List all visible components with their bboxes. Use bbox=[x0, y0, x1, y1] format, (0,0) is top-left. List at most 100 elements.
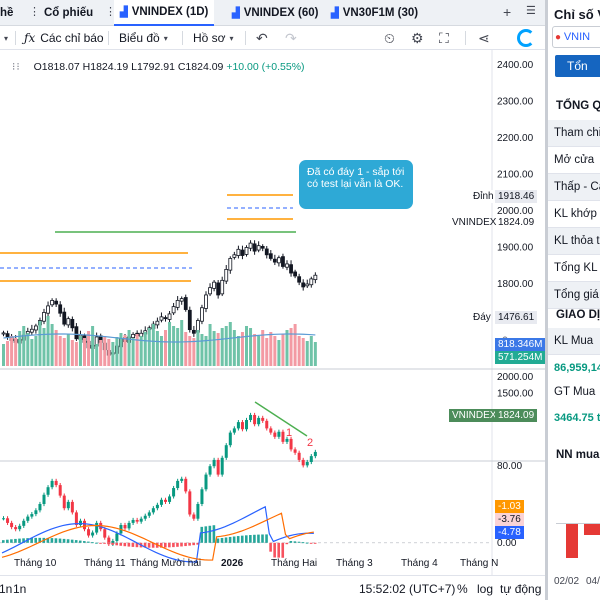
volume-bar bbox=[95, 344, 99, 366]
volume-bar bbox=[78, 336, 82, 366]
divider bbox=[245, 31, 246, 45]
candle-body bbox=[281, 256, 285, 267]
macd-histogram-bar bbox=[127, 542, 131, 547]
candle-body bbox=[260, 246, 265, 249]
index-line-pane bbox=[2, 412, 317, 546]
macd-histogram-bar bbox=[297, 541, 301, 543]
tab-vnindex-60[interactable]: ▟ VNINDEX (60) bbox=[226, 0, 324, 26]
toolbar-caret[interactable]: ▾ bbox=[0, 29, 8, 47]
chart-canvas[interactable]: 2400.00 2300.00 2200.00 2100.00 2000.00 1900.… bbox=[0, 50, 545, 575]
volume-bar bbox=[257, 336, 261, 366]
pane2-body bbox=[184, 478, 188, 492]
add-tab-icon[interactable]: + bbox=[503, 4, 512, 20]
redo-icon[interactable]: ↷ bbox=[285, 30, 297, 46]
macd-histogram-bar bbox=[301, 542, 305, 544]
volume-bar bbox=[111, 342, 115, 366]
macd-histogram-bar bbox=[176, 542, 179, 547]
volume-bar bbox=[261, 330, 265, 366]
candle-body bbox=[224, 268, 229, 282]
candle-body bbox=[159, 316, 164, 321]
macd-histogram-bar bbox=[281, 542, 285, 558]
date-label: 04/ bbox=[586, 576, 600, 587]
undo-icon[interactable]: ↶ bbox=[256, 30, 268, 46]
tab-stocks[interactable]: Cổ phiếu bbox=[38, 0, 99, 26]
ohlc-high: H1824.19 bbox=[82, 61, 129, 73]
volume-bar bbox=[204, 336, 208, 366]
volume-bar bbox=[240, 332, 244, 366]
tab-label: hề bbox=[0, 7, 14, 19]
candle-body bbox=[309, 278, 314, 286]
volume-bar bbox=[277, 340, 281, 366]
tab-vn30f1m-30[interactable]: ▟ VN30F1M (30) bbox=[325, 0, 424, 26]
macd-histogram-bar bbox=[70, 539, 74, 543]
pane2-body bbox=[38, 504, 42, 511]
time-tick-label: Tháng 10 bbox=[14, 558, 57, 569]
index-select[interactable]: ● VNIN bbox=[552, 26, 600, 48]
candle-body bbox=[220, 279, 225, 295]
pane2-body bbox=[265, 420, 269, 429]
pane2-body bbox=[10, 522, 14, 528]
clock-readout[interactable]: 15:52:02 (UTC+7) bbox=[359, 582, 456, 596]
trend-line[interactable] bbox=[254, 401, 308, 437]
candle-body bbox=[297, 276, 302, 283]
fullscreen-icon[interactable]: ⛶ bbox=[439, 30, 449, 46]
pane2-value: 1824.09 bbox=[495, 409, 538, 422]
tab-vnindex-1d[interactable]: ▟ VNINDEX (1D) bbox=[114, 0, 215, 26]
candle-body bbox=[171, 306, 176, 314]
macd-histogram-bar bbox=[192, 542, 195, 546]
candle-body bbox=[293, 271, 298, 277]
candle-body bbox=[200, 307, 204, 322]
foreign-buy-label: NN mua r bbox=[556, 449, 600, 461]
ohlc-close: C1824.09 bbox=[177, 61, 224, 73]
pane2-body bbox=[168, 496, 172, 502]
time-tick-label: Tháng 11 bbox=[84, 558, 126, 569]
share-icon[interactable]: ⋖ bbox=[478, 30, 490, 46]
volume-bar bbox=[164, 330, 167, 366]
dots-icon: ⋮ bbox=[29, 6, 40, 18]
macd-histogram-bar bbox=[131, 542, 135, 547]
pane2-body bbox=[139, 518, 143, 522]
gear-icon[interactable]: ⚙ bbox=[411, 30, 424, 46]
pane2-body bbox=[249, 414, 253, 420]
macd-histogram-bar bbox=[265, 534, 268, 543]
tab-partial[interactable]: hề bbox=[0, 0, 19, 26]
pane2-body bbox=[147, 512, 151, 516]
volume-bar bbox=[119, 333, 123, 366]
macd-histogram-bar bbox=[273, 542, 276, 558]
more-icon[interactable]: ⁝⁝ bbox=[12, 61, 21, 73]
auto-toggle[interactable]: tự động bbox=[500, 582, 542, 596]
divider bbox=[182, 31, 183, 45]
volume-bar bbox=[26, 333, 30, 366]
log-toggle[interactable]: log bbox=[477, 582, 494, 596]
wave-mark-2: 2 bbox=[307, 437, 313, 449]
macd-histogram-bar bbox=[38, 537, 42, 543]
range-button-2[interactable]: 1n bbox=[13, 582, 27, 596]
annotation-callout[interactable]: Đã có đáy 1 - sắp tới có test lại vẫn là… bbox=[299, 160, 413, 209]
candle-body bbox=[212, 281, 217, 289]
range-button-1[interactable]: 1n bbox=[0, 582, 13, 596]
volume-bar bbox=[228, 322, 232, 366]
pane2-body bbox=[228, 432, 232, 446]
volume-bar bbox=[83, 338, 86, 366]
profile-label: Hồ sơ bbox=[193, 31, 226, 45]
ohlc-change: +10.00 (+0.55%) bbox=[226, 61, 305, 73]
volume-value-1: 818.346M bbox=[495, 338, 546, 351]
tab-menu-icon[interactable]: ☰ bbox=[526, 5, 536, 17]
macd-histogram-bar bbox=[200, 526, 204, 543]
alert-clock-icon[interactable]: ⏲ bbox=[384, 30, 395, 46]
percent-toggle[interactable]: % bbox=[457, 582, 468, 596]
indicators-button[interactable]: ƒx Các chỉ báo bbox=[24, 29, 104, 47]
macd-signal-value: -4.78 bbox=[495, 526, 524, 539]
volume-bar bbox=[285, 330, 289, 366]
pane2-body bbox=[257, 417, 261, 425]
profile-button[interactable]: Hồ sơ ▾ bbox=[193, 29, 234, 47]
pane2-body bbox=[54, 480, 58, 486]
chart-type-button[interactable]: Biểu đồ ▾ bbox=[119, 29, 168, 47]
candle-body bbox=[74, 326, 79, 340]
summary-button[interactable]: Tổn bbox=[555, 55, 600, 77]
macd-histogram-bar bbox=[2, 540, 5, 543]
chevron-down-icon: ▾ bbox=[163, 33, 168, 43]
panel-divider[interactable] bbox=[545, 0, 548, 600]
macd-histogram-bar bbox=[269, 542, 272, 552]
volume-bar bbox=[216, 333, 220, 366]
